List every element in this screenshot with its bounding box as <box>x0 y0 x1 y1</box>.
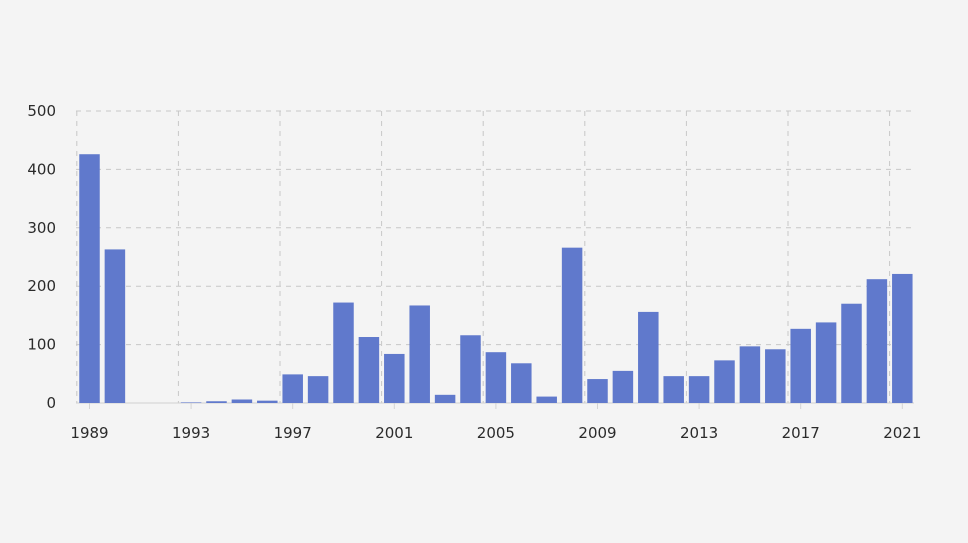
y-tick-label: 400 <box>27 160 56 178</box>
bar-1995[interactable] <box>231 399 253 404</box>
bar-2007[interactable] <box>536 396 557 403</box>
bar-2008[interactable] <box>561 247 583 403</box>
bar-2021[interactable] <box>892 273 913 403</box>
bar-2017[interactable] <box>790 328 811 403</box>
bar-2003[interactable] <box>434 394 456 403</box>
bar-1989[interactable] <box>79 154 100 403</box>
x-tick-label: 1997 <box>274 424 312 442</box>
bar-1996[interactable] <box>257 400 278 403</box>
tick-labels: 0 100 200 300 400 500 1989 1993 1997 2001 2005 2009… <box>27 102 921 442</box>
bar-2001[interactable] <box>384 353 405 403</box>
bar-2012[interactable] <box>663 376 684 403</box>
x-tick-label: 2017 <box>782 424 820 442</box>
bar-2006[interactable] <box>511 363 532 403</box>
bar-1999[interactable] <box>333 302 354 403</box>
bar-2018[interactable] <box>815 322 837 403</box>
bar-2015[interactable] <box>739 346 761 403</box>
bar-2019[interactable] <box>841 303 862 403</box>
bar-2016[interactable] <box>765 349 786 403</box>
y-tick-label: 200 <box>27 277 56 295</box>
bar-2013[interactable] <box>688 376 710 403</box>
x-tick-label: 1993 <box>172 424 210 442</box>
bar-2004[interactable] <box>460 335 481 403</box>
bar-2000[interactable] <box>358 337 380 403</box>
x-tick-label: 2005 <box>477 424 515 442</box>
bar-1997[interactable] <box>282 374 303 403</box>
x-tick-label: 2021 <box>883 424 921 442</box>
x-tick-label: 2001 <box>375 424 413 442</box>
x-tick-label: 2013 <box>680 424 718 442</box>
y-tick-label: 500 <box>27 102 56 120</box>
bar-2009[interactable] <box>587 379 608 403</box>
x-tick-label: 1989 <box>70 424 108 442</box>
axes <box>76 402 914 409</box>
bar-1990[interactable] <box>104 249 126 403</box>
bar-2011[interactable] <box>638 311 659 403</box>
bar-1998[interactable] <box>307 376 329 403</box>
grid <box>76 110 914 403</box>
y-tick-label: 0 <box>46 394 56 412</box>
bars <box>79 154 913 404</box>
bar-2002[interactable] <box>409 305 430 403</box>
bar-2014[interactable] <box>714 360 735 403</box>
bar-2005[interactable] <box>485 352 507 403</box>
y-tick-label: 100 <box>27 336 56 354</box>
bar-1994[interactable] <box>206 401 227 403</box>
bar-2010[interactable] <box>612 370 634 403</box>
bar-1993[interactable] <box>180 402 202 403</box>
bar-2020[interactable] <box>866 279 888 403</box>
x-tick-label: 2009 <box>578 424 616 442</box>
y-tick-label: 300 <box>27 219 56 237</box>
